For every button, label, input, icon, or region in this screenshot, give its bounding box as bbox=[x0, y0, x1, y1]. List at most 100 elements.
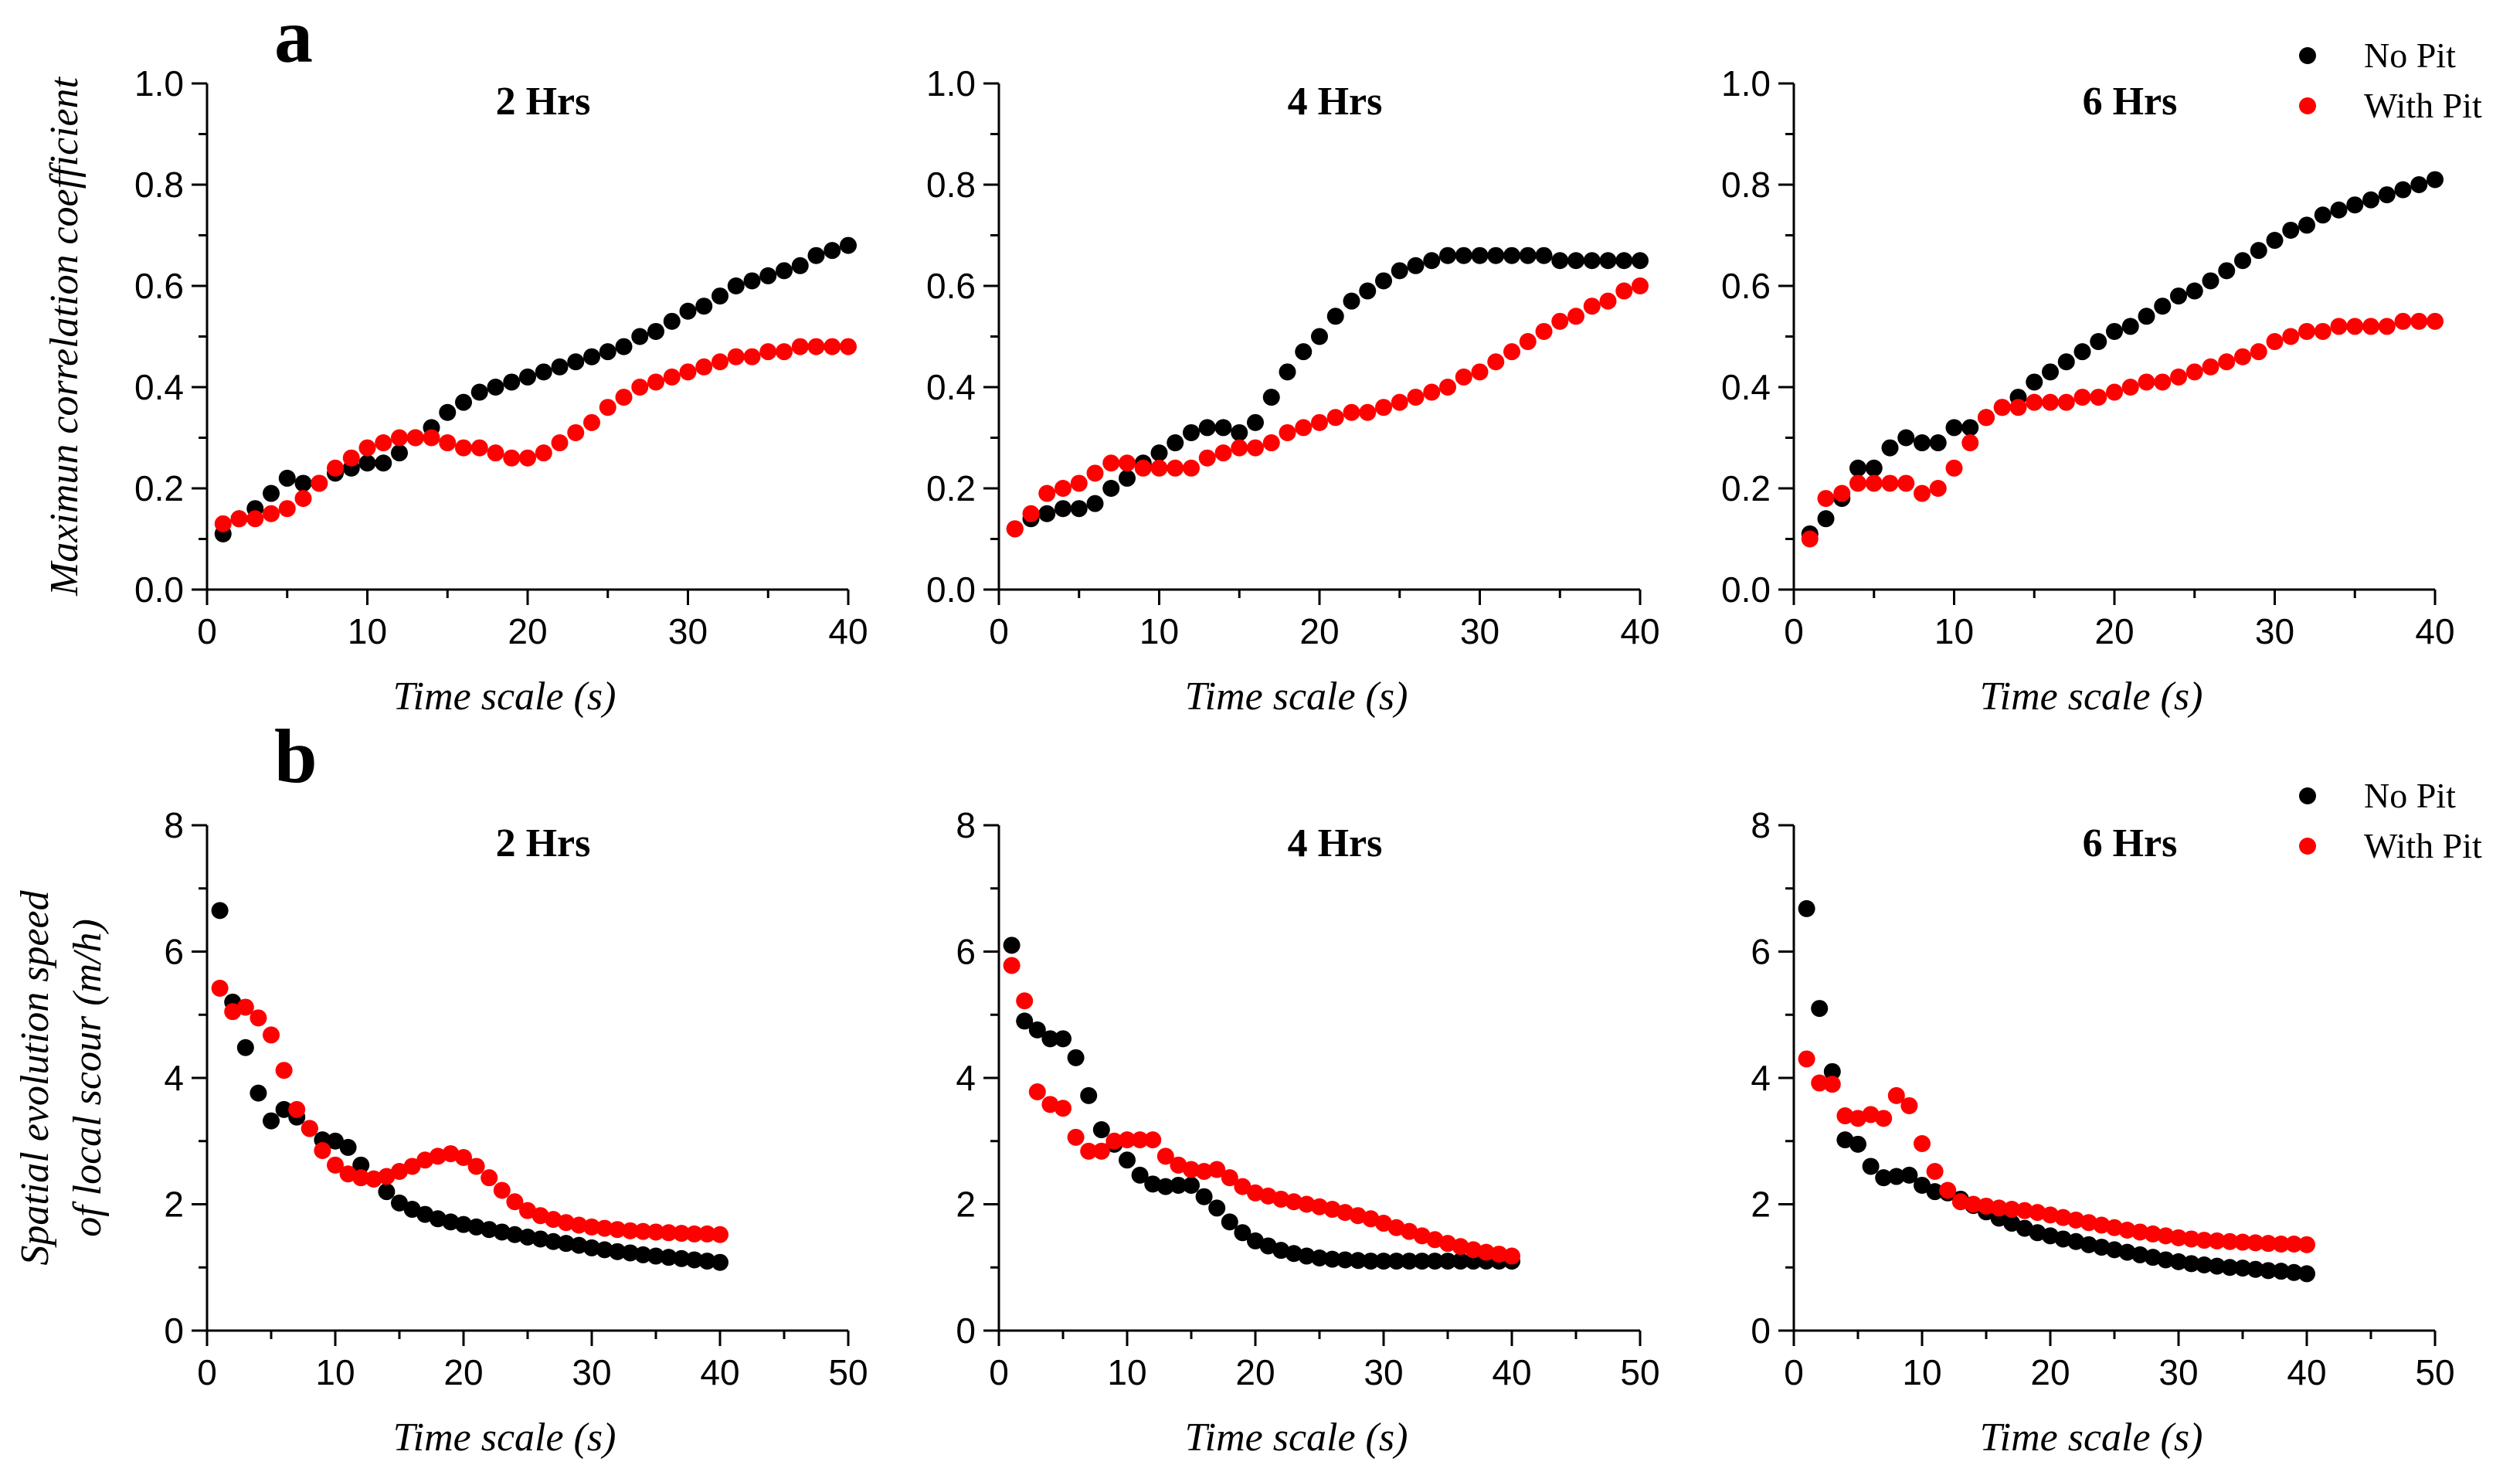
data-point bbox=[487, 379, 504, 396]
data-point bbox=[609, 1243, 627, 1260]
data-point bbox=[647, 1247, 664, 1265]
data-point bbox=[1823, 1076, 1841, 1093]
data-point bbox=[727, 277, 745, 294]
series-with-pit bbox=[1003, 957, 1520, 1265]
data-point bbox=[2298, 322, 2315, 340]
data-point bbox=[1961, 419, 1979, 437]
data-point bbox=[1016, 992, 1034, 1010]
data-point bbox=[2029, 1204, 2046, 1222]
data-point bbox=[1231, 439, 1248, 457]
legend-marker-with-pit bbox=[2299, 838, 2316, 855]
data-point bbox=[2221, 1259, 2239, 1277]
data-point bbox=[470, 383, 488, 401]
data-point bbox=[535, 444, 552, 462]
data-point bbox=[1150, 444, 1168, 462]
data-point bbox=[2314, 206, 2332, 224]
data-point bbox=[2170, 1253, 2187, 1270]
data-point bbox=[698, 1225, 716, 1243]
x-tick-label: 0 bbox=[989, 611, 1009, 651]
panel-label-b: b bbox=[274, 713, 318, 799]
data-point bbox=[1798, 899, 1815, 917]
data-point bbox=[1811, 1074, 1829, 1092]
data-point bbox=[314, 1142, 331, 1160]
x-axis-label: Time scale (s) bbox=[1185, 1416, 1408, 1460]
data-point bbox=[2073, 389, 2091, 406]
data-point bbox=[1391, 393, 1408, 411]
x-tick-label: 30 bbox=[2158, 1352, 2198, 1392]
data-point bbox=[791, 338, 809, 355]
data-point bbox=[2196, 1232, 2213, 1249]
data-point bbox=[2042, 363, 2059, 381]
data-point bbox=[2247, 1260, 2264, 1278]
data-point bbox=[391, 1194, 408, 1212]
data-point bbox=[1929, 480, 1947, 497]
data-point bbox=[2285, 1263, 2303, 1281]
data-point bbox=[442, 1145, 460, 1163]
data-point bbox=[1195, 1162, 1213, 1180]
data-point bbox=[2106, 1241, 2123, 1259]
data-point bbox=[1003, 937, 1021, 954]
data-point bbox=[1167, 459, 1184, 477]
data-point bbox=[2138, 308, 2155, 325]
data-point bbox=[1887, 1086, 1905, 1104]
data-point bbox=[2282, 328, 2300, 345]
x-axis-label: Time scale (s) bbox=[1980, 675, 2203, 719]
x-tick-label: 30 bbox=[1460, 611, 1499, 651]
y-tick-label: 0.0 bbox=[926, 569, 976, 610]
y-axis-label: Maximun correlation coefficient bbox=[42, 76, 87, 597]
data-point bbox=[1362, 1210, 1380, 1228]
data-point bbox=[685, 1251, 703, 1269]
data-point bbox=[743, 272, 761, 290]
legend-label-with-pit: With Pit bbox=[2364, 86, 2482, 125]
data-point bbox=[2234, 1260, 2251, 1277]
data-point bbox=[1387, 1219, 1405, 1236]
data-point bbox=[824, 338, 841, 355]
data-point bbox=[695, 358, 713, 376]
legend-marker-with-pit bbox=[2299, 97, 2316, 114]
data-point bbox=[1519, 246, 1537, 264]
data-point bbox=[2026, 373, 2043, 391]
data-point bbox=[1298, 1195, 1316, 1213]
data-point bbox=[1247, 439, 1264, 457]
data-point bbox=[1144, 1175, 1162, 1193]
chart-title: 6 Hrs bbox=[2083, 80, 2178, 124]
data-point bbox=[455, 1149, 472, 1167]
data-point bbox=[2090, 389, 2107, 406]
x-tick-label: 0 bbox=[1784, 611, 1804, 651]
data-point bbox=[583, 348, 600, 365]
x-tick-label: 20 bbox=[1299, 611, 1339, 651]
data-point bbox=[311, 474, 328, 492]
data-point bbox=[275, 1100, 293, 1118]
x-tick-label: 20 bbox=[1235, 1352, 1275, 1392]
y-axis-label-line-1: Spatial evolution speed bbox=[13, 889, 57, 1265]
data-point bbox=[535, 363, 552, 381]
y-tick-label: 2 bbox=[164, 1185, 184, 1225]
data-point bbox=[2016, 1202, 2033, 1219]
y-axis-label: Spatial evolution speed of local scour (m… bbox=[13, 889, 110, 1265]
data-point bbox=[791, 257, 809, 274]
data-point bbox=[1119, 1151, 1136, 1169]
data-point bbox=[1900, 1166, 1918, 1184]
data-point bbox=[2330, 318, 2348, 335]
data-point bbox=[570, 1236, 588, 1254]
data-point bbox=[1221, 1169, 1238, 1187]
series-with-pit bbox=[1801, 312, 2444, 548]
data-point bbox=[1092, 1142, 1110, 1160]
data-point bbox=[1234, 1224, 1252, 1242]
y-tick-label: 4 bbox=[164, 1058, 184, 1098]
data-point bbox=[1990, 1199, 2008, 1217]
data-point bbox=[352, 1169, 370, 1187]
data-point bbox=[1951, 1193, 1969, 1211]
data-point bbox=[807, 246, 825, 264]
data-point bbox=[1262, 434, 1280, 452]
data-point bbox=[493, 1223, 511, 1241]
data-point bbox=[481, 1221, 498, 1239]
data-point bbox=[1439, 1235, 1456, 1253]
x-tick-label: 0 bbox=[197, 1352, 217, 1392]
data-point bbox=[1183, 1176, 1200, 1194]
data-point bbox=[214, 515, 232, 532]
data-point bbox=[2090, 333, 2107, 351]
data-point bbox=[429, 1147, 447, 1165]
data-point bbox=[339, 1165, 357, 1183]
